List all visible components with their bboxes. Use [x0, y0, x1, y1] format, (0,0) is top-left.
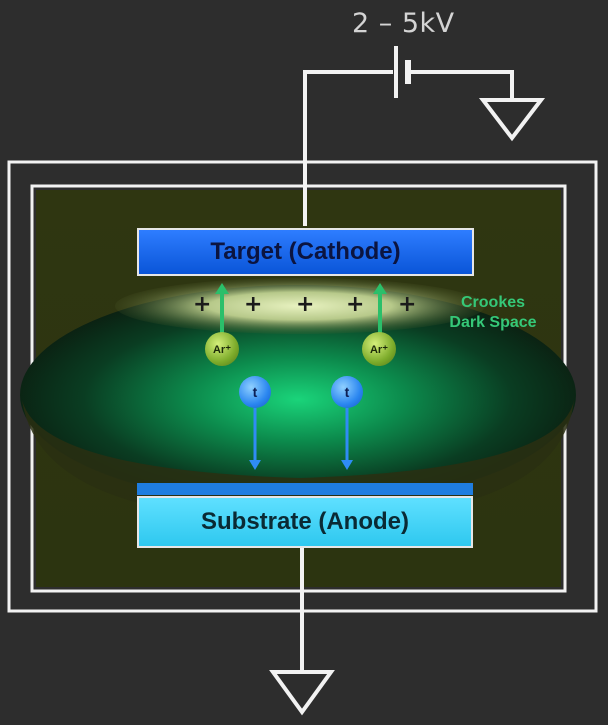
ground-symbol-bottom [269, 670, 335, 716]
crookes-dark-space [115, 278, 485, 334]
positive-charge: + [398, 292, 417, 317]
electron-arrowhead-right [341, 460, 353, 470]
electron: t [331, 376, 363, 408]
plasma-region [20, 285, 576, 505]
ion-arrowhead-left [215, 283, 229, 294]
crookes-dark-space-label: Crookes Dark Space [430, 293, 556, 333]
electron: t [239, 376, 271, 408]
electron-arrowhead-left [249, 460, 261, 470]
substrate-film [137, 483, 473, 495]
crookes-label-line1: Crookes [460, 294, 526, 311]
argon-ion: Ar⁺ [205, 332, 239, 366]
voltage-label: 2 – 5kV [352, 8, 455, 39]
ground-symbol-top [478, 98, 546, 142]
positive-charge: + [296, 292, 315, 317]
argon-ion: Ar⁺ [362, 332, 396, 366]
ion-arrowhead-right [373, 283, 387, 294]
positive-charge: + [244, 292, 263, 317]
positive-charge: + [346, 292, 365, 317]
positive-charge: + [193, 292, 212, 317]
substrate-anode: Substrate (Anode) [137, 496, 473, 548]
top-wire [303, 70, 393, 226]
crookes-label-line2: Dark Space [449, 314, 537, 331]
target-cathode: Target (Cathode) [137, 228, 474, 276]
ground-wire-top [410, 70, 514, 100]
